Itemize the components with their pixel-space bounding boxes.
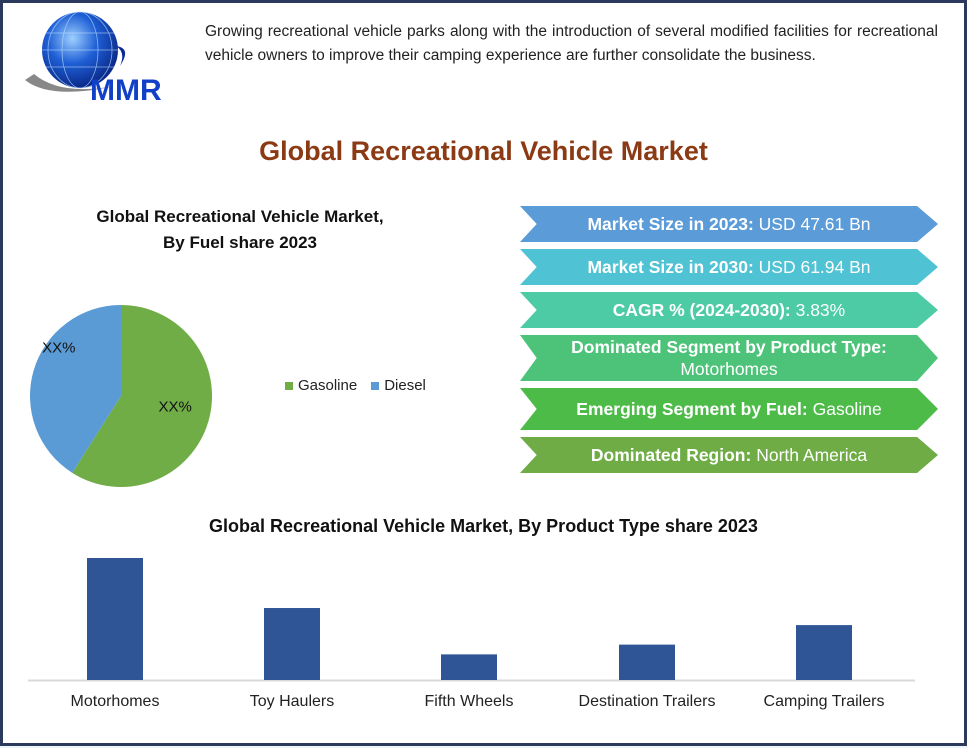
legend-label: Gasoline bbox=[298, 377, 358, 394]
fact-label: Dominated Region: bbox=[590, 445, 752, 465]
fact-value: USD 47.61 Bn bbox=[758, 214, 871, 234]
fact-banner: Dominated Region: North America bbox=[520, 437, 938, 473]
fuel-pie-chart: XX% XX% bbox=[30, 305, 212, 487]
legend-item-diesel: Diesel bbox=[371, 377, 426, 394]
fact-label: Market Size in 2023: bbox=[587, 214, 754, 234]
legend-swatch bbox=[371, 382, 380, 390]
fact-value: Gasoline bbox=[812, 399, 882, 419]
product-type-bar-chart bbox=[28, 558, 915, 682]
fact-label: Emerging Segment by Fuel: bbox=[576, 399, 808, 419]
fact-banner: Emerging Segment by Fuel: Gasoline bbox=[520, 388, 938, 430]
fact-label: CAGR % (2024-2030): bbox=[612, 300, 791, 320]
legend-item-gasoline: Gasoline bbox=[285, 377, 357, 394]
bar-camping-trailers bbox=[796, 625, 852, 680]
fact-value: 3.83% bbox=[795, 300, 846, 320]
x-tick-label: Toy Haulers bbox=[249, 693, 335, 710]
fact-banner: CAGR % (2024-2030): 3.83% bbox=[520, 292, 938, 328]
fact-label: Market Size in 2030: bbox=[587, 257, 754, 277]
pie-slice-diesel bbox=[30, 305, 121, 473]
bar-toy-haulers bbox=[264, 608, 320, 680]
pie-slice-gasoline bbox=[72, 305, 212, 487]
fact-banner: Market Size in 2030: USD 61.94 Bn bbox=[520, 249, 938, 285]
page-title: Global Recreational Vehicle Market bbox=[259, 136, 708, 166]
pie-chart-title: Global Recreational Vehicle Market, By F… bbox=[40, 204, 440, 256]
x-tick-label: Motorhomes bbox=[70, 693, 160, 710]
bar-fifth-wheels bbox=[441, 654, 497, 680]
mmr-logo: MMR bbox=[25, 11, 162, 107]
bar-destination-trailers bbox=[619, 644, 675, 680]
x-tick-label: Fifth Wheels bbox=[424, 693, 514, 710]
legend-swatch bbox=[285, 382, 293, 390]
pie-title-line-1: Global Recreational Vehicle Market, bbox=[96, 207, 384, 226]
intro-text: Growing recreational vehicle parks along… bbox=[205, 23, 938, 64]
bar-motorhomes bbox=[87, 558, 143, 680]
legend-label: Diesel bbox=[384, 377, 426, 394]
fact-value: Motorhomes bbox=[680, 359, 778, 379]
fact-value: USD 61.94 Bn bbox=[758, 257, 871, 277]
x-tick-label: Destination Trailers bbox=[578, 693, 716, 710]
fact-label: Dominated Segment by Product Type: bbox=[571, 337, 887, 357]
pie-title-line-2: By Fuel share 2023 bbox=[162, 233, 318, 252]
bar-chart-title: Global Recreational Vehicle Market, By P… bbox=[209, 516, 758, 536]
pie-legend: Gasoline Diesel bbox=[285, 377, 426, 394]
key-facts: Market Size in 2023: USD 47.61 Bn Market … bbox=[520, 206, 940, 480]
fact-banner: Dominated Segment by Product Type: Motorh… bbox=[520, 335, 938, 381]
pie-data-label: XX% bbox=[42, 339, 75, 356]
x-tick-label: Camping Trailers bbox=[763, 693, 885, 710]
fact-value: North America bbox=[756, 445, 868, 465]
svg-text:MMR: MMR bbox=[90, 74, 162, 107]
fact-banner: Market Size in 2023: USD 47.61 Bn bbox=[520, 206, 938, 242]
pie-data-label: XX% bbox=[159, 399, 192, 416]
